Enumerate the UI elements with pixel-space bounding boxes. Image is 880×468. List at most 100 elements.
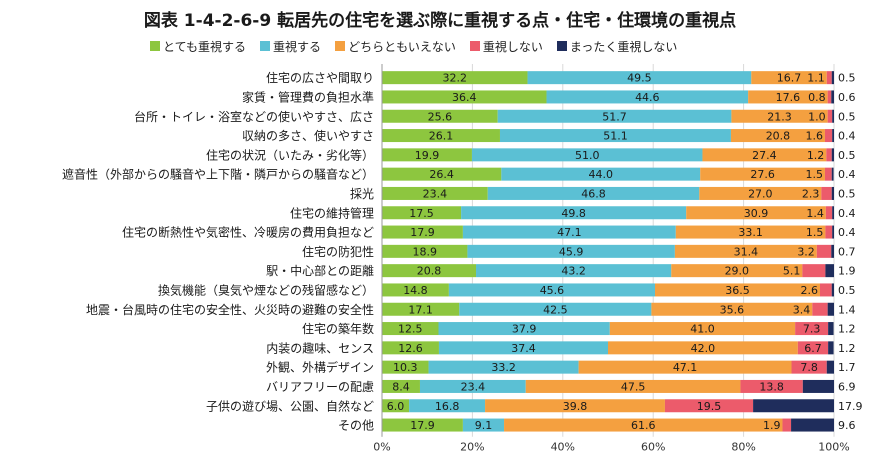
bar-segment xyxy=(651,302,813,316)
bar-segment xyxy=(831,71,834,85)
data-label: 1.7 xyxy=(838,361,856,374)
data-label: 0.5 xyxy=(838,72,856,85)
category-label: 内装の趣味、センス xyxy=(266,340,374,355)
data-label: 44.6 xyxy=(635,91,660,104)
category-label: その他 xyxy=(338,419,374,433)
data-label: 39.8 xyxy=(563,400,588,413)
bar-segment xyxy=(671,264,803,278)
data-label: 20.8 xyxy=(417,265,442,278)
category-label: 地震・台風時の住宅の安全性、火災時の避難の安全性 xyxy=(86,302,374,317)
data-label: 6.7 xyxy=(804,342,822,355)
bar-segment xyxy=(802,379,834,393)
bar-segment xyxy=(802,264,826,278)
legend-label: 重視する xyxy=(273,39,322,54)
data-label: 1.9 xyxy=(763,419,781,432)
bar-segment xyxy=(827,109,833,123)
data-label: 0.4 xyxy=(838,207,856,220)
bar-segment xyxy=(740,379,803,393)
bar-segment xyxy=(832,129,834,143)
data-label: 42.0 xyxy=(691,342,716,355)
bar-segment xyxy=(382,186,488,200)
category-label: 採光 xyxy=(350,187,374,201)
data-label: 1.5 xyxy=(806,226,824,239)
bar-segment xyxy=(748,90,828,104)
data-label: 49.8 xyxy=(561,207,586,220)
category-label: 子供の遊び場、公園、自然など xyxy=(206,398,374,413)
data-label: 0.4 xyxy=(838,226,856,239)
data-label: 27.4 xyxy=(752,149,777,162)
bar-segment xyxy=(382,225,463,239)
bar-segment xyxy=(812,302,828,316)
legend-swatch xyxy=(260,41,271,51)
bar-segment xyxy=(608,341,798,355)
bar-segment xyxy=(831,148,834,162)
bar-segment xyxy=(751,71,827,85)
bar-segment xyxy=(382,129,500,143)
bar-segment xyxy=(419,379,526,393)
data-label: 51.1 xyxy=(603,130,628,143)
data-label: 29.0 xyxy=(725,265,750,278)
data-label: 16.8 xyxy=(435,400,460,413)
bar-segment xyxy=(791,360,827,374)
bar-segment xyxy=(382,399,410,413)
bar-segment xyxy=(382,206,462,220)
bar-segment xyxy=(831,90,834,104)
data-label: 2.3 xyxy=(802,187,820,200)
data-label: 17.9 xyxy=(410,419,435,432)
legend: とても重視する 重視する どちらともいえない 重視しない まったく重視しない xyxy=(150,38,677,54)
data-label: 23.4 xyxy=(461,380,486,393)
bar-segment xyxy=(664,399,754,413)
x-tick-label: 20% xyxy=(460,441,484,454)
data-label: 51.0 xyxy=(575,149,600,162)
x-tick-label: 60% xyxy=(641,441,665,454)
data-label: 19.9 xyxy=(415,149,440,162)
data-label: 19.5 xyxy=(697,400,722,413)
data-label: 0.4 xyxy=(838,168,856,181)
bar-segment xyxy=(797,341,829,355)
data-label: 0.5 xyxy=(838,149,856,162)
data-label: 2.6 xyxy=(800,284,818,297)
bar-segment xyxy=(825,206,833,220)
bar-segment xyxy=(819,283,832,297)
data-label: 30.9 xyxy=(744,207,769,220)
category-label: 住宅の広さや間取り xyxy=(266,70,374,85)
bar-segment xyxy=(504,418,783,432)
legend-swatch xyxy=(150,41,160,51)
data-label: 1.4 xyxy=(838,303,856,316)
data-label: 12.5 xyxy=(398,323,423,336)
data-label: 36.5 xyxy=(725,284,750,297)
data-label: 1.1 xyxy=(807,72,825,85)
data-label: 47.1 xyxy=(557,226,582,239)
data-label: 26.4 xyxy=(429,168,454,181)
data-label: 14.8 xyxy=(403,284,428,297)
bar-segment xyxy=(438,341,608,355)
bar-segment xyxy=(700,167,825,181)
bar-segment xyxy=(578,360,792,374)
data-label: 17.9 xyxy=(838,400,863,413)
category-label: 換気機能（臭気や煙などの残留感など） xyxy=(158,282,374,297)
bar-segment xyxy=(782,418,792,432)
bar-segment xyxy=(730,129,825,143)
bar-segment xyxy=(382,341,439,355)
bar-segment xyxy=(674,244,817,258)
data-label: 23.4 xyxy=(423,187,448,200)
data-label: 10.3 xyxy=(393,361,418,374)
bar-segment xyxy=(831,283,834,297)
category-label: 住宅の築年数 xyxy=(302,321,374,336)
bar-segment xyxy=(485,399,665,413)
bar-segment xyxy=(825,264,834,278)
category-label: 住宅の維持管理 xyxy=(290,205,374,220)
legend-label: とても重視する xyxy=(163,39,247,54)
data-label: 0.4 xyxy=(838,130,856,143)
data-label: 21.3 xyxy=(767,110,792,123)
bar-segment xyxy=(827,302,834,316)
bar-segment xyxy=(832,225,834,239)
category-label: 外観、外構デザイン xyxy=(266,360,374,375)
bar-segment xyxy=(832,109,834,123)
legend-label: まったく重視しない xyxy=(569,39,678,54)
data-label: 3.2 xyxy=(797,245,815,258)
data-label: 6.0 xyxy=(387,400,405,413)
category-label: 遮音性（外部からの騒音や上下階・隣戸からの騒音など） xyxy=(62,167,374,182)
data-label: 37.4 xyxy=(511,342,536,355)
bar-segment xyxy=(459,302,652,316)
